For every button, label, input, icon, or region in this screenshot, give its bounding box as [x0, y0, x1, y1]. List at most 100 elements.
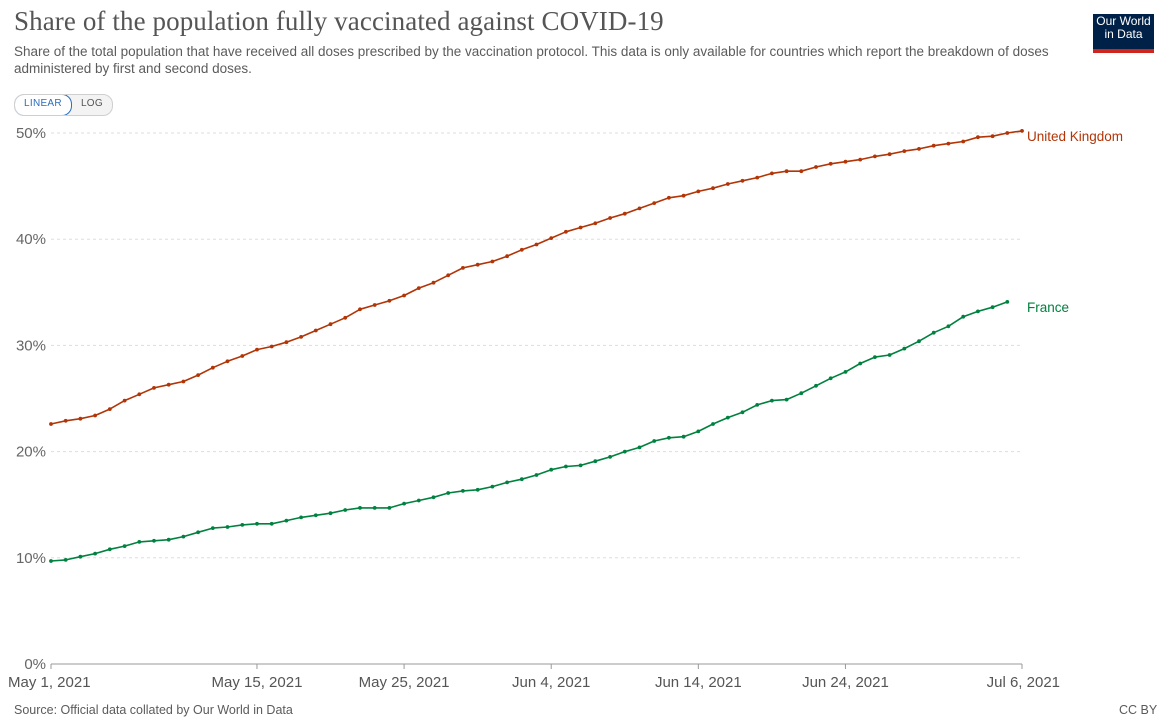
data-point-uk — [799, 169, 804, 174]
data-point-france — [63, 558, 68, 562]
series-line-uk — [50, 130, 1023, 425]
data-point-uk — [931, 143, 936, 148]
data-point-uk — [358, 307, 362, 312]
y-tick-label: 40% — [16, 231, 46, 248]
data-point-uk — [652, 201, 657, 206]
data-point-france — [387, 506, 392, 510]
data-point-uk — [255, 347, 259, 352]
data-point-france — [181, 534, 186, 539]
data-point-uk — [63, 418, 68, 423]
data-point-uk — [711, 186, 715, 191]
data-point-uk — [593, 221, 598, 226]
data-point-france — [917, 339, 921, 344]
data-point-uk — [93, 413, 97, 418]
data-point-france — [225, 525, 230, 529]
data-point-france — [608, 455, 612, 459]
data-point-france — [49, 559, 53, 563]
data-point-france — [755, 403, 760, 407]
y-tick-label: 30% — [16, 337, 46, 354]
data-point-uk — [196, 373, 201, 377]
data-point-france — [475, 487, 480, 492]
data-point-uk — [416, 286, 421, 290]
data-point-uk — [461, 266, 465, 270]
data-point-france — [166, 537, 171, 542]
data-point-uk — [240, 354, 245, 358]
data-point-uk — [828, 161, 833, 166]
data-point-uk — [152, 386, 156, 390]
x-tick-label: Jun 4, 2021 — [512, 674, 590, 691]
owid-logo[interactable]: Our World in Data — [1093, 14, 1154, 53]
data-point-uk — [78, 416, 83, 421]
data-point-france — [873, 355, 877, 359]
data-point-uk — [387, 298, 392, 303]
data-point-france — [93, 551, 97, 556]
data-point-france — [858, 361, 863, 366]
data-point-france — [564, 464, 568, 469]
data-point-uk — [166, 382, 171, 387]
data-point-uk — [519, 247, 524, 252]
data-point-uk — [961, 139, 966, 144]
data-point-uk — [534, 242, 539, 247]
data-point-france — [667, 435, 671, 440]
data-point-uk — [578, 225, 583, 230]
data-point-france — [343, 508, 348, 512]
data-point-france — [902, 346, 907, 351]
data-point-uk — [681, 193, 686, 198]
data-point-uk — [313, 328, 318, 333]
data-point-france — [887, 353, 892, 357]
chart-title: Share of the population fully vaccinated… — [14, 6, 664, 36]
data-point-france — [696, 429, 701, 434]
data-point-france — [78, 554, 83, 559]
data-point-france — [107, 547, 112, 552]
data-point-france — [578, 463, 583, 468]
data-point-france — [299, 515, 303, 520]
data-point-uk — [1005, 131, 1010, 135]
data-point-france — [814, 383, 818, 388]
data-point-uk — [372, 303, 377, 307]
data-point-france — [505, 480, 509, 485]
log-scale-button[interactable]: LOG — [80, 98, 103, 109]
data-point-uk — [814, 165, 818, 169]
data-point-france — [210, 526, 215, 530]
chart-subtitle: Share of the total population that have … — [14, 44, 1049, 76]
data-point-uk — [990, 134, 995, 139]
x-tick-label: Jun 14, 2021 — [655, 674, 742, 691]
license-link[interactable]: CC BY — [1119, 703, 1158, 717]
data-point-uk — [1020, 129, 1024, 133]
series-line-france — [50, 301, 1008, 562]
data-point-france — [240, 523, 245, 527]
data-point-france — [255, 521, 259, 526]
data-point-france — [152, 538, 156, 543]
data-point-uk — [137, 392, 142, 397]
data-point-uk — [873, 154, 877, 159]
data-point-uk — [549, 236, 554, 241]
source-note[interactable]: Source: Official data collated by Our Wo… — [14, 703, 293, 717]
data-point-uk — [284, 340, 289, 345]
data-point-uk — [505, 254, 509, 259]
data-point-france — [740, 410, 745, 415]
y-tick-label: 10% — [16, 550, 46, 567]
data-point-uk — [210, 365, 215, 370]
data-point-france — [431, 495, 436, 500]
data-point-france — [490, 484, 495, 489]
data-point-france — [828, 376, 833, 381]
data-point-uk — [181, 379, 186, 384]
linear-scale-button[interactable]: LINEAR — [14, 95, 72, 115]
data-point-france — [711, 422, 715, 426]
x-tick-label: Jun 24, 2021 — [802, 674, 889, 691]
data-point-france — [446, 491, 451, 495]
data-point-france — [681, 434, 686, 439]
data-point-france — [725, 415, 730, 420]
data-point-france — [534, 473, 539, 477]
data-point-uk — [696, 189, 701, 194]
y-tick-label: 20% — [16, 444, 46, 461]
data-point-france — [799, 391, 804, 396]
data-point-france — [519, 477, 524, 482]
data-point-france — [622, 449, 627, 454]
data-point-uk — [299, 335, 303, 339]
data-point-uk — [107, 407, 112, 411]
data-point-france — [652, 439, 657, 443]
data-point-france — [637, 445, 642, 450]
x-tick-label: Jul 6, 2021 — [987, 674, 1060, 691]
data-point-france — [931, 330, 936, 335]
